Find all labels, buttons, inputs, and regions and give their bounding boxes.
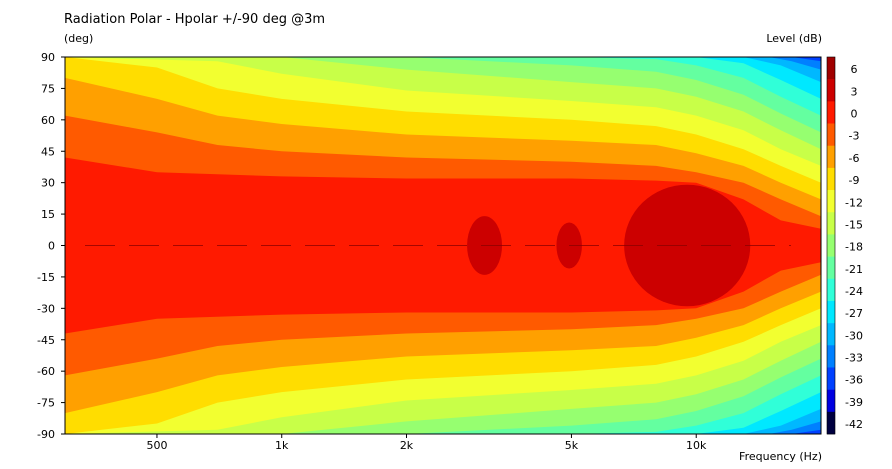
colorbar-tick-label: -12 — [845, 196, 863, 209]
y-tick-label: 45 — [41, 145, 55, 158]
x-tick-label: 5k — [565, 439, 579, 452]
y-tick-label: -75 — [37, 397, 55, 410]
colorbar-swatch — [827, 190, 835, 213]
y-tick-label: -15 — [37, 271, 55, 284]
colorbar-tick-label: -27 — [845, 307, 863, 320]
x-tick-label: 10k — [686, 439, 707, 452]
y-tick-label: 0 — [48, 240, 55, 253]
y-axis-label: (deg) — [64, 32, 94, 45]
colorbar-swatch — [827, 389, 835, 413]
x-tick-label: 500 — [146, 439, 167, 452]
x-axis-label: Frequency (Hz) — [739, 450, 822, 463]
colorbar-tick-label: -30 — [845, 329, 863, 342]
colorbar-swatch — [827, 145, 835, 169]
colorbar-tick-label: -6 — [849, 152, 860, 165]
colorbar-tick-label: -42 — [845, 418, 863, 431]
y-tick-label: 75 — [41, 82, 55, 95]
colorbar-tick-label: -18 — [845, 241, 863, 254]
hotspot-3 — [624, 184, 751, 307]
colorbar-tick-label: -24 — [845, 285, 863, 298]
colorbar-swatch — [827, 278, 835, 302]
colorbar-tick-label: -15 — [845, 218, 863, 231]
y-tick-label: -60 — [37, 365, 55, 378]
colorbar-swatch — [827, 79, 835, 102]
colorbar-swatch — [827, 101, 835, 124]
y-tick-label: 30 — [41, 177, 55, 190]
colorbar-swatch — [827, 212, 835, 235]
chart-title: Radiation Polar - Hpolar +/-90 deg @3m — [64, 12, 326, 27]
y-tick-label: -30 — [37, 302, 55, 315]
colorbar-swatch — [827, 57, 835, 80]
colorbar-tick-label: -21 — [845, 263, 863, 276]
y-tick-label: 60 — [41, 114, 55, 127]
colorbar-label: Level (dB) — [766, 32, 822, 45]
y-tick-label: -45 — [37, 334, 55, 347]
colorbar-swatch — [827, 123, 835, 147]
x-tick-label: 2k — [400, 439, 414, 452]
colorbar-swatch — [827, 323, 835, 346]
colorbar-tick-label: 0 — [851, 108, 858, 121]
colorbar-tick-label: -36 — [845, 374, 863, 387]
colorbar-tick-label: -33 — [845, 351, 863, 364]
y-tick-label: -90 — [37, 428, 55, 441]
x-tick-label: 1k — [275, 439, 289, 452]
colorbar-tick-label: -9 — [849, 174, 860, 187]
colorbar-swatch — [827, 367, 835, 390]
colorbar-swatch — [827, 234, 835, 257]
colorbar-tick-label: 3 — [851, 85, 858, 98]
colorbar-swatch — [827, 345, 835, 368]
colorbar-swatch — [827, 256, 835, 280]
y-tick-label: 15 — [41, 208, 55, 221]
colorbar-tick-label: -39 — [845, 396, 863, 409]
colorbar-tick-label: -3 — [849, 130, 860, 143]
colorbar-swatch — [827, 300, 835, 324]
colorbar-swatch — [827, 411, 835, 435]
y-tick-label: 90 — [41, 51, 55, 64]
colorbar-tick-label: 6 — [851, 63, 858, 76]
colorbar-swatch — [827, 167, 835, 191]
colorbar-frame — [826, 56, 836, 435]
